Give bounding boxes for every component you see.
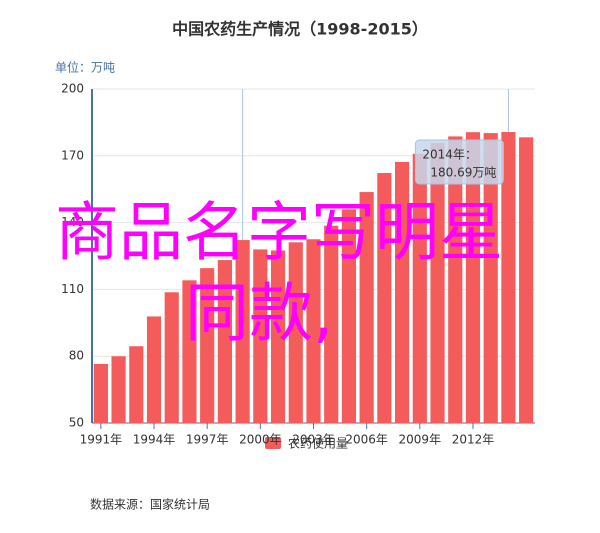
tooltip-box [414, 139, 504, 185]
y-tick-label: 110 [61, 282, 84, 296]
bar [111, 356, 126, 423]
bar [501, 131, 516, 423]
chart-title: 中国农药生产情况（1998-2015） [172, 20, 428, 39]
x-tick-label: 2000年 [239, 433, 282, 447]
x-tick-label: 1991年 [80, 433, 123, 447]
bar [200, 268, 215, 423]
bar [235, 240, 250, 423]
bar [465, 132, 481, 424]
bar [359, 192, 374, 423]
y-tick-label: 80 [69, 349, 84, 363]
x-tick-label: 1997年 [186, 433, 229, 447]
x-tick-label: 2012年 [452, 433, 495, 447]
y-tick-label: 140 [61, 215, 84, 229]
overlay-text: 同款, [185, 278, 333, 352]
y-tick-label: 170 [61, 148, 84, 162]
bar [341, 209, 357, 423]
bar [129, 346, 144, 423]
x-tick-label: 2009年 [399, 433, 442, 447]
bar [412, 153, 427, 423]
unit-label: 单位：万吨 [55, 60, 115, 75]
bar [182, 280, 197, 423]
overlay-text: 商品名字写明星 [55, 197, 503, 271]
bar [519, 137, 534, 423]
tooltip-title: 2014年： [422, 148, 477, 162]
tooltip-text: 180.69万吨 [430, 166, 496, 180]
bar [93, 363, 108, 423]
bar [306, 239, 321, 423]
y-tick-label: 200 [61, 82, 84, 96]
x-tick-label: 2003年 [292, 433, 335, 447]
bar [270, 250, 286, 423]
legend-swatch [265, 437, 281, 449]
bar [395, 161, 410, 423]
y-tick-label: 50 [69, 416, 84, 430]
legend-label: 农药使用量 [288, 436, 348, 451]
bar [164, 292, 179, 423]
bar [324, 225, 339, 423]
bar [146, 316, 162, 423]
bar [253, 249, 268, 423]
bar [377, 172, 392, 423]
bar [430, 142, 445, 423]
bar [483, 133, 498, 423]
bar [448, 136, 463, 424]
x-tick-label: 2006年 [345, 433, 388, 447]
bar [217, 260, 232, 423]
x-tick-label: 1994年 [133, 433, 176, 447]
bar [288, 242, 303, 423]
source: 数据来源：国家统计局 [90, 497, 210, 512]
